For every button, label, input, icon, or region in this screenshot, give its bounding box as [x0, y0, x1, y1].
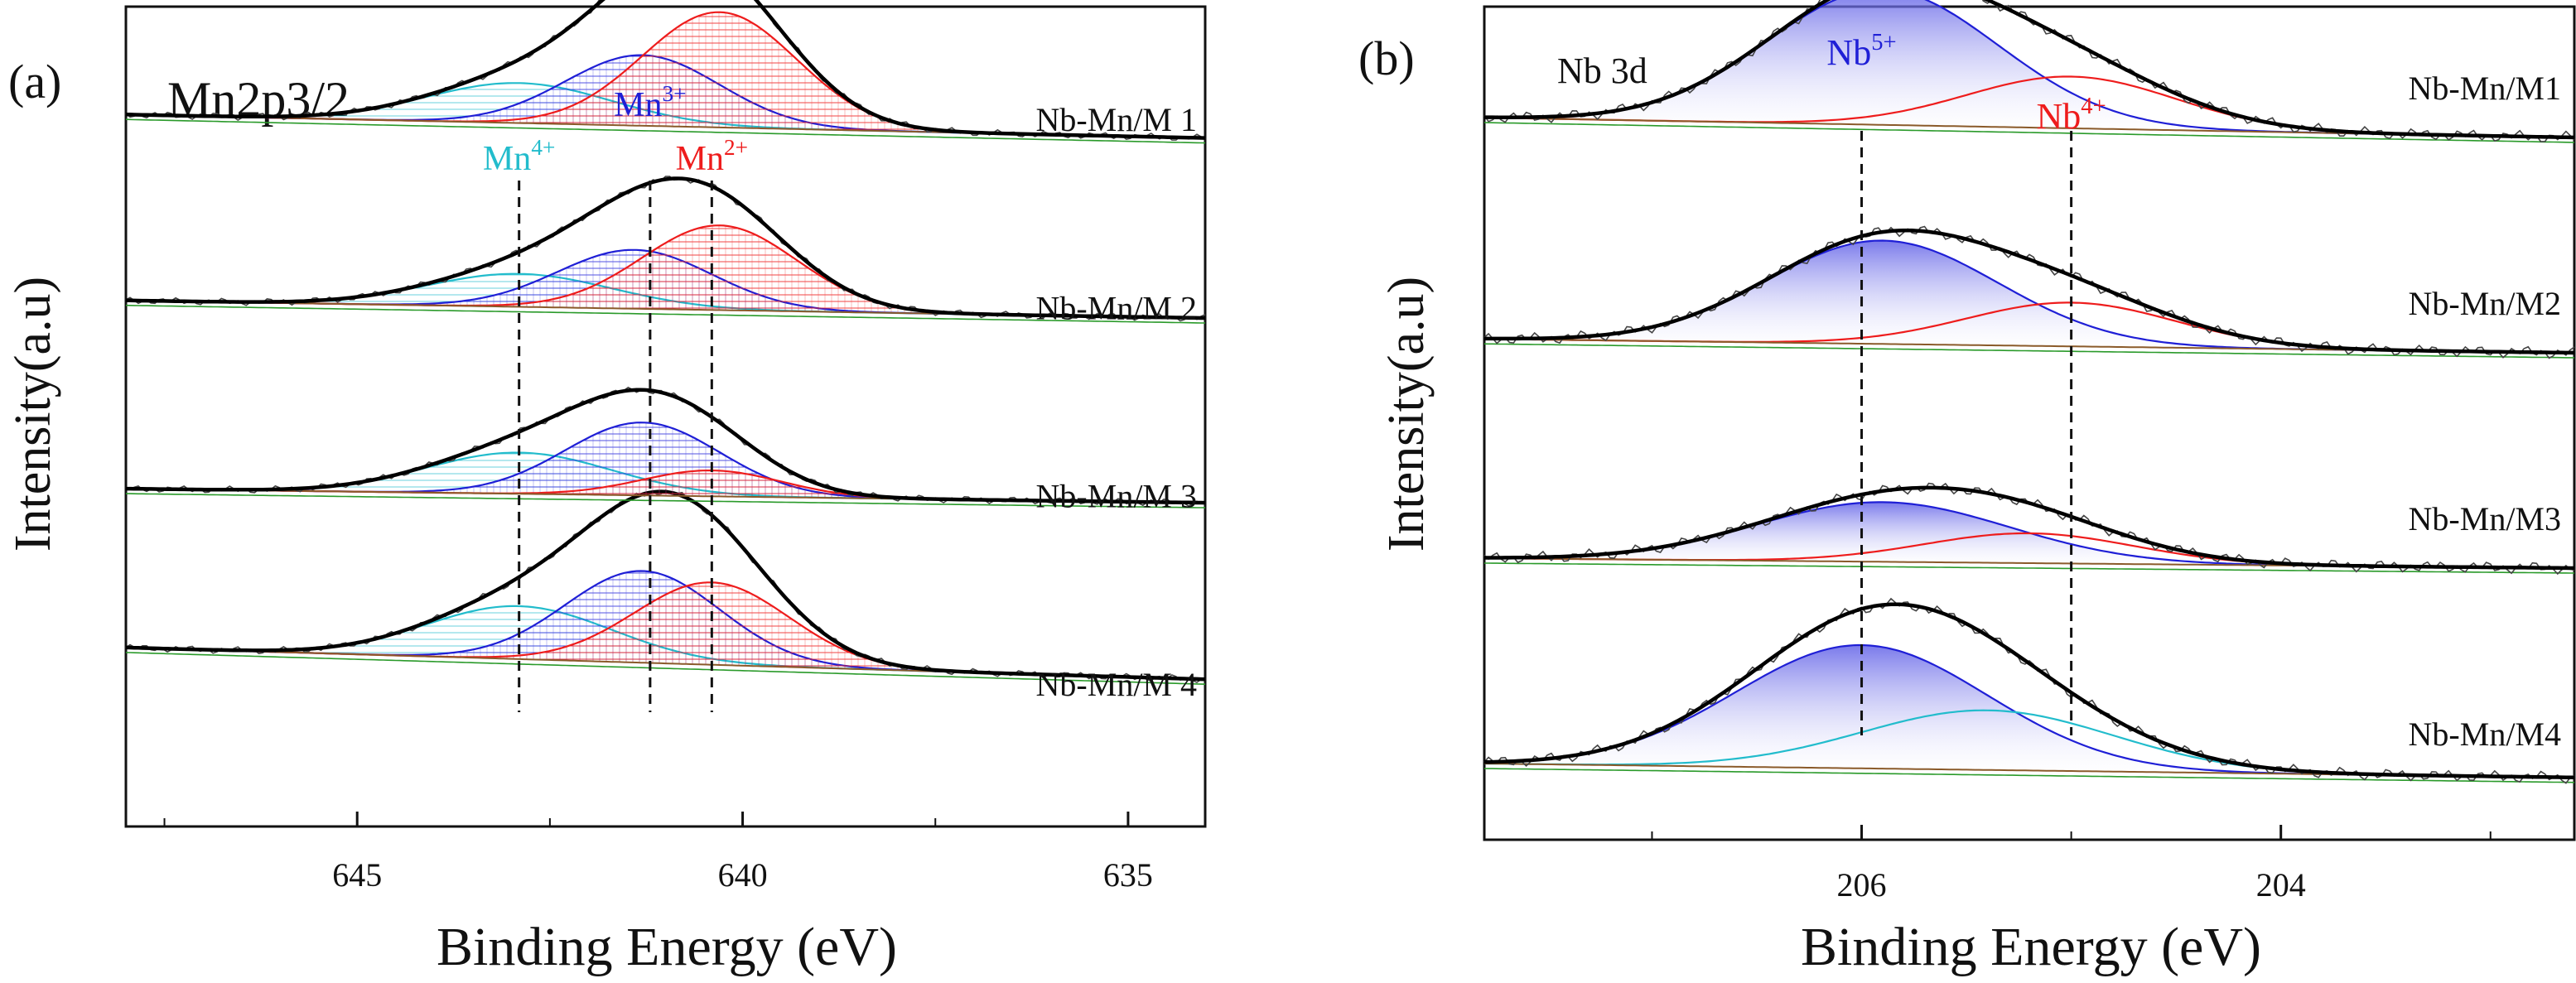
background-line-2 — [1484, 562, 2574, 574]
series-nb-mn-m-3: Nb-Mn/M 3 — [125, 386, 1206, 515]
panel-a-label: (a) — [8, 55, 61, 108]
peak-fill-nb5 — [1484, 240, 2574, 353]
series-nb-mn-m-2: Nb-Mn/M 2 — [125, 176, 1206, 326]
series-label-nb-mn-m3: Nb-Mn/M3 — [2409, 500, 2561, 537]
component-label-nb4: Nb4+ — [2037, 94, 2106, 137]
x-tick-label-206: 206 — [1837, 866, 1887, 903]
background-line-2 — [125, 118, 1206, 144]
fit-envelope — [1483, 602, 2575, 780]
background-line-2 — [1483, 122, 2575, 143]
background-line-2 — [125, 652, 1206, 685]
series-nb-mn-m2: Nb-Mn/M2 — [1483, 225, 2575, 359]
fit-envelope — [126, 388, 1206, 505]
panel-b-xlabel: Binding Energy (eV) — [1801, 917, 2261, 977]
peak-fill-mn2 — [126, 470, 1205, 504]
panel-b-frame — [1483, 5, 2576, 841]
panel-b-ylabel: Intensity(a.u) — [1378, 277, 1435, 552]
series-nb-mn-m4: Nb-Mn/M4 — [1483, 597, 2575, 784]
series-label-nb-mn-m2: Nb-Mn/M2 — [2409, 285, 2561, 322]
x-tick-label-635: 635 — [1103, 856, 1153, 894]
series-nb-mn-m3: Nb-Mn/M3 — [1483, 482, 2575, 576]
background-line-2 — [126, 493, 1206, 508]
series-label-nb-mn-m4: Nb-Mn/M4 — [2409, 716, 2561, 753]
peak-fill-mn2 — [126, 12, 1205, 138]
peak-fill-mn4 — [126, 452, 1205, 504]
x-tick-label-640: 640 — [718, 856, 768, 894]
fit-envelope — [125, 176, 1205, 320]
panel-a-plot: Nb-Mn/M 4 Nb-Mn/M 3 Nb-Mn/M 2 Nb-Mn/M 1 — [125, 0, 1206, 712]
x-tick-label-645: 645 — [332, 856, 382, 894]
panel-b-title: Nb 3d — [1557, 51, 1647, 91]
panel-b-label: (b) — [1358, 31, 1415, 85]
background-line-2 — [1483, 768, 2575, 783]
peak-fill-nb5 — [1484, 502, 2574, 568]
component-label-mn4: Mn4+ — [483, 135, 555, 178]
fit-envelope — [1484, 0, 2575, 140]
peak-fill-mn2 — [126, 225, 1205, 318]
panel-a-frame — [124, 5, 1207, 828]
series-nb-mn-m1: Nb-Mn/M1 — [1483, 0, 2575, 143]
panel-b-plot: Nb-Mn/M4 Nb-Mn/M3 Nb-Mn/M2 Nb-Mn/M1 — [1483, 0, 2575, 784]
panel-a-ticks: 645 640 635 — [163, 812, 1153, 894]
fit-envelope — [1484, 485, 2574, 571]
component-label-nb5: Nb5+ — [1826, 30, 1896, 73]
fit-envelope — [125, 0, 1206, 140]
component-label-mn2: Mn2+ — [676, 135, 748, 178]
panel-a: (a) Mn2p3/2 Binding Energy (eV) Intensit… — [5, 0, 1207, 977]
component-label-mn3: Mn3+ — [614, 81, 686, 124]
series-nb-mn-m-1: Nb-Mn/M 1 — [125, 0, 1206, 144]
panel-b-ticks: 206 204 — [1651, 825, 2492, 903]
peak-fill-mn2 — [126, 582, 1205, 680]
background-line-2 — [1483, 343, 2575, 359]
panel-a-xlabel: Binding Energy (eV) — [437, 917, 897, 977]
series-label-nb-mn-m1: Nb-Mn/M1 — [2409, 70, 2561, 107]
panel-a-ylabel: Intensity(a.u) — [5, 277, 61, 552]
background-line-2 — [125, 304, 1205, 324]
panel-b: (b) Nb 3d Binding Energy (eV) Intensity(… — [1358, 0, 2576, 977]
panel-a-labels: Mn4+ Mn3+ Mn2+ — [483, 81, 748, 178]
series-label-nb-mn-m-2: Nb-Mn/M 2 — [1036, 289, 1197, 326]
peak-fill-nb5 — [1484, 645, 2574, 778]
series-label-nb-mn-m-3: Nb-Mn/M 3 — [1036, 478, 1197, 515]
x-tick-label-204: 204 — [2256, 866, 2306, 903]
peak-fill-nb5 — [1484, 0, 2574, 137]
series-label-nb-mn-m-1: Nb-Mn/M 1 — [1036, 101, 1197, 138]
peak-fill-mn3 — [126, 422, 1205, 504]
panel-b-labels: Nb5+ Nb4+ — [1826, 30, 2106, 137]
series-label-nb-mn-m-4: Nb-Mn/M 4 — [1036, 666, 1197, 703]
fit-envelope — [1484, 228, 2575, 355]
raw-data-line — [1483, 225, 2575, 359]
series-nb-mn-m-4: Nb-Mn/M 4 — [125, 489, 1206, 703]
